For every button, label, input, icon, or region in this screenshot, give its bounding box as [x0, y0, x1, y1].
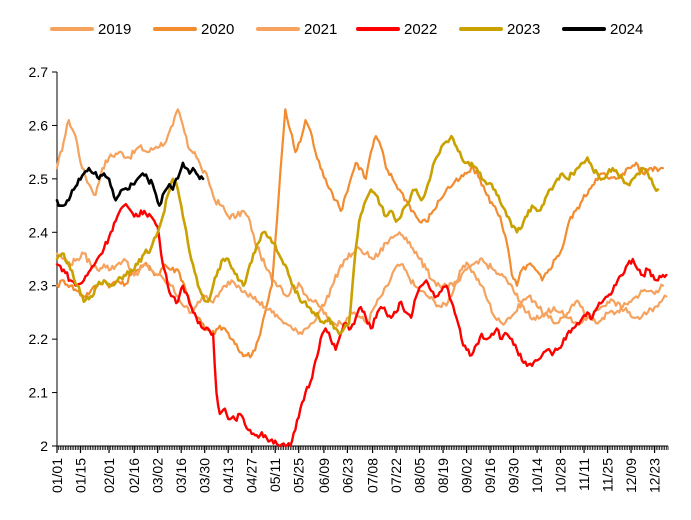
y-tick-label: 2.3: [29, 278, 49, 294]
x-tick-label: 02/01: [101, 458, 117, 493]
x-tick-label: 12/23: [647, 458, 663, 493]
y-axis: 2 2.1 2.2 2.3 2.4 2.5 2.6 2.7: [29, 64, 58, 454]
legend-label-2022: 2022: [404, 21, 437, 38]
x-axis: 01/01 01/15 02/01 02/16 03/02 03/16 03/30 04/13…: [49, 445, 669, 493]
x-tick-label: 03/30: [197, 458, 213, 493]
x-tick-label: 07/08: [365, 458, 381, 493]
x-tick-label: 02/16: [126, 458, 142, 493]
x-tick-label: 10/28: [553, 458, 569, 493]
series-line-2021: [55, 231, 668, 336]
y-tick-label: 2.6: [29, 117, 49, 133]
x-tick-label: 11/11: [576, 458, 592, 491]
x-tick-label: 04/13: [220, 458, 236, 493]
x-tick-label: 11/25: [600, 458, 616, 492]
legend-label-2020: 2020: [201, 21, 234, 38]
y-tick-label: 2.2: [29, 331, 49, 347]
y-tick-label: 2: [40, 438, 48, 454]
x-tick-label: 03/02: [150, 458, 166, 493]
x-tick-label: 06/09: [316, 458, 332, 493]
series-line-2023: [55, 134, 660, 336]
series-line-2022: [55, 202, 668, 448]
y-tick-label: 2.5: [29, 171, 49, 187]
legend-label-2023: 2023: [507, 21, 540, 38]
x-tick-label: 01/01: [49, 458, 65, 493]
x-minor-ticks: [56, 446, 669, 450]
legend-label-2019: 2019: [98, 21, 131, 38]
x-tick-label: 09/02: [459, 458, 475, 493]
x-tick-label: 08/19: [435, 458, 451, 493]
x-tick-label: 06/23: [339, 458, 355, 493]
x-tick-label: 09/16: [482, 458, 498, 493]
y-tick-label: 2.7: [29, 64, 49, 80]
x-tick-label: 12/09: [623, 458, 639, 493]
x-tick-label: 04/27: [244, 458, 260, 493]
legend-label-2021: 2021: [304, 21, 337, 38]
series-line-2019: [55, 108, 665, 328]
legend-label-2024: 2024: [610, 21, 643, 38]
y-tick-label: 2.1: [29, 385, 49, 401]
x-tick-label: 05/11: [267, 458, 283, 492]
x-tick-label: 10/14: [529, 458, 545, 493]
x-tick-label: 03/16: [173, 458, 189, 493]
x-tick-label: 08/05: [412, 458, 428, 493]
legend: 2019 2020 2021 2022 2023 2024: [50, 21, 643, 38]
y-tick-label: 2.4: [29, 224, 49, 240]
plot-series: [55, 108, 668, 448]
x-tick-label: 09/30: [506, 458, 522, 493]
x-tick-label: 01/15: [73, 458, 89, 493]
series-line-2024: [55, 161, 205, 207]
x-tick-label: 07/22: [388, 458, 404, 493]
x-tick-label: 05/25: [291, 458, 307, 493]
